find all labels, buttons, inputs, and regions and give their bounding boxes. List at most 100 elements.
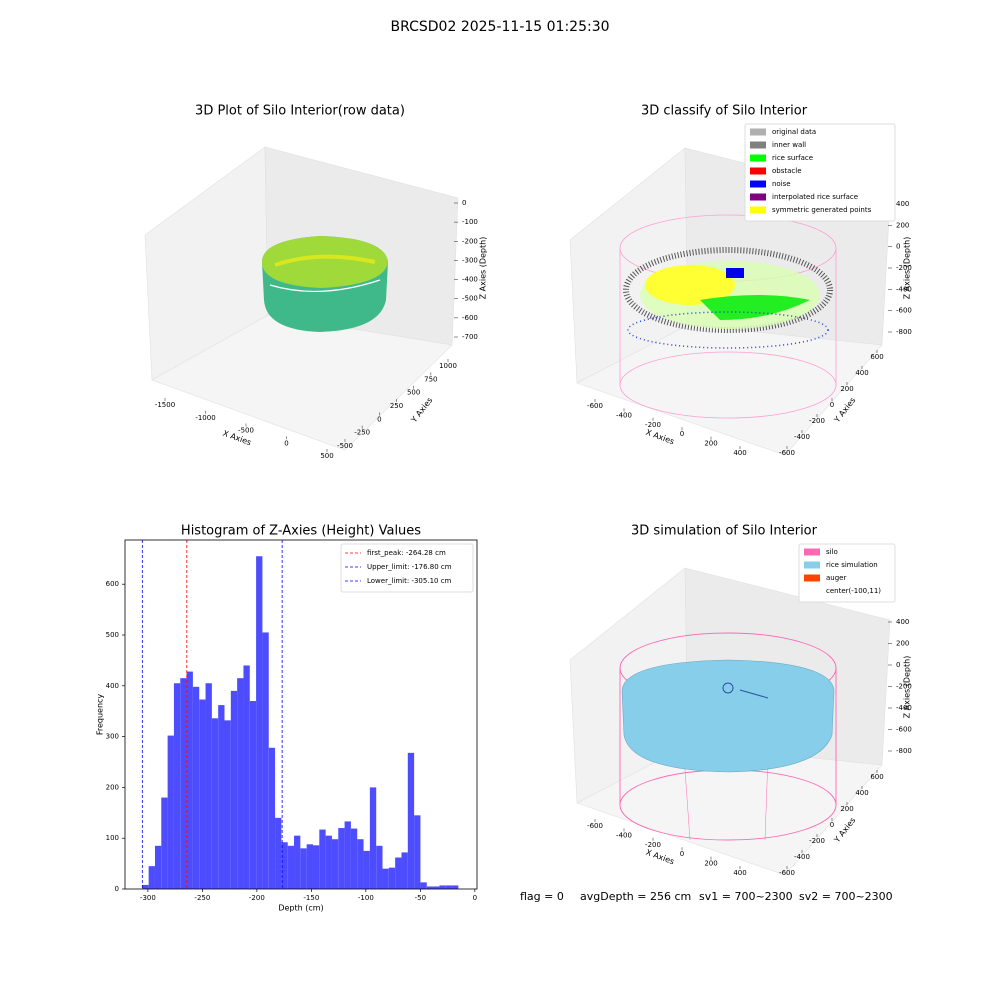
bar (148, 866, 155, 889)
x-tick-label: -200 (645, 421, 661, 429)
legend-label: symmetric generated points (772, 206, 872, 214)
y-tick-label: 0 (377, 415, 381, 423)
footer-sv1: sv1 = 700~2300 (699, 890, 793, 903)
y-tick-label: 400 (855, 369, 868, 377)
bar (369, 787, 377, 889)
y-tick-label: 500 (407, 389, 420, 397)
legend-label: interpolated rice surface (772, 193, 858, 201)
legend-label: first_peak: -264.28 cm (367, 549, 446, 557)
bar (275, 817, 282, 889)
bar (218, 705, 225, 889)
x-tick-label: 0 (680, 850, 684, 858)
legend-label: Upper_limit: -176.80 cm (367, 563, 452, 571)
bar (186, 671, 193, 889)
legend-box (744, 123, 896, 222)
bar (407, 752, 415, 889)
z-tick-label: 0 (896, 243, 900, 251)
x-tick-label: 400 (733, 869, 746, 877)
x-tick-label: -100 (358, 894, 374, 902)
z-tick-label: -400 (462, 276, 478, 284)
y-tick-label: 500 (106, 631, 119, 639)
footer-depth: avgDepth = 256 cm (580, 890, 691, 903)
z-tick-label: -200 (896, 264, 912, 272)
legend-swatch (750, 167, 766, 175)
y-tick-label: -400 (794, 853, 810, 861)
bar (192, 686, 200, 889)
z-tick-label: 200 (896, 640, 909, 648)
z-tick-label: 0 (896, 661, 900, 669)
z-tick-label: 400 (896, 200, 909, 208)
bar (249, 701, 257, 889)
bar (167, 735, 174, 889)
x-tick-label: -300 (140, 894, 156, 902)
legend-label: center(-100,11) (826, 587, 881, 595)
legend-swatch (750, 141, 766, 149)
axis-label: X Axies (645, 428, 676, 447)
y-tick-label: 400 (855, 789, 868, 797)
y-tick-label: 1000 (439, 362, 457, 370)
y-tick-label: -200 (809, 417, 825, 425)
y-tick-label: 250 (390, 402, 403, 410)
bar (357, 839, 364, 889)
bar (224, 720, 231, 889)
z-tick-label: -500 (462, 295, 478, 303)
bar (256, 556, 263, 889)
z-tick-label: -800 (896, 328, 912, 336)
x-tick-label: 500 (320, 452, 333, 460)
x-tick-label: -200 (645, 841, 661, 849)
x-tick-label: -200 (249, 894, 265, 902)
chart-title: Histogram of Z-Axies (Height) Values (181, 524, 421, 539)
legend-label: noise (772, 180, 791, 188)
bar (395, 857, 402, 889)
legend-swatch (750, 193, 766, 201)
z-tick-label: -800 (896, 747, 912, 755)
legend-swatch (750, 206, 766, 214)
legend-swatch (804, 587, 820, 595)
legend-swatch (804, 561, 820, 569)
bar (161, 797, 168, 889)
axis-label: Y Axies (409, 396, 435, 425)
legend-swatch (804, 548, 820, 556)
bar (401, 852, 408, 889)
panel-title: 3D classify of Silo Interior (641, 104, 808, 119)
figure-title: BRCSD02 2025-11-15 01:25:30 (390, 19, 609, 35)
legend-box (340, 543, 474, 593)
y-tick-label: 100 (106, 834, 119, 842)
bar (268, 747, 276, 889)
footer-sv2: sv2 = 700~2300 (799, 890, 893, 903)
legend-label: silo (826, 548, 838, 556)
bar (205, 683, 212, 889)
bar (420, 882, 427, 889)
x-tick-label: -400 (616, 411, 632, 419)
panel-2-scene (569, 147, 891, 456)
z-tick-label: -400 (896, 285, 912, 293)
bar (350, 828, 358, 889)
z-tick-label: 200 (896, 221, 909, 229)
bar (363, 850, 370, 889)
y-tick-label: 200 (106, 783, 119, 791)
x-tick-label: 400 (733, 449, 746, 457)
panel-1-scene (144, 146, 459, 451)
bar (388, 867, 396, 889)
bar (300, 848, 307, 889)
bar (338, 828, 345, 889)
bar (142, 884, 149, 889)
bar (173, 683, 181, 889)
legend-swatch (804, 574, 820, 582)
z-tick-label: -700 (462, 333, 478, 341)
legend-label: rice surface (772, 154, 813, 162)
axis-label: Y Axies (832, 816, 858, 845)
y-tick-label: 600 (106, 580, 119, 588)
legend-label: inner wall (772, 141, 806, 149)
y-tick-label: 600 (870, 353, 883, 361)
y-tick-label: 750 (424, 375, 437, 383)
x-tick-label: -1000 (195, 414, 215, 422)
plot-frame (124, 539, 478, 890)
x-tick-label: -150 (303, 894, 319, 902)
x-axis-label: Depth (cm) (278, 904, 323, 913)
x-tick-label: -1500 (155, 401, 175, 409)
panel-title: 3D simulation of Silo Interior (631, 524, 818, 539)
bar (312, 845, 320, 889)
x-tick-label: -500 (238, 427, 254, 435)
legend-label: auger (826, 574, 846, 582)
